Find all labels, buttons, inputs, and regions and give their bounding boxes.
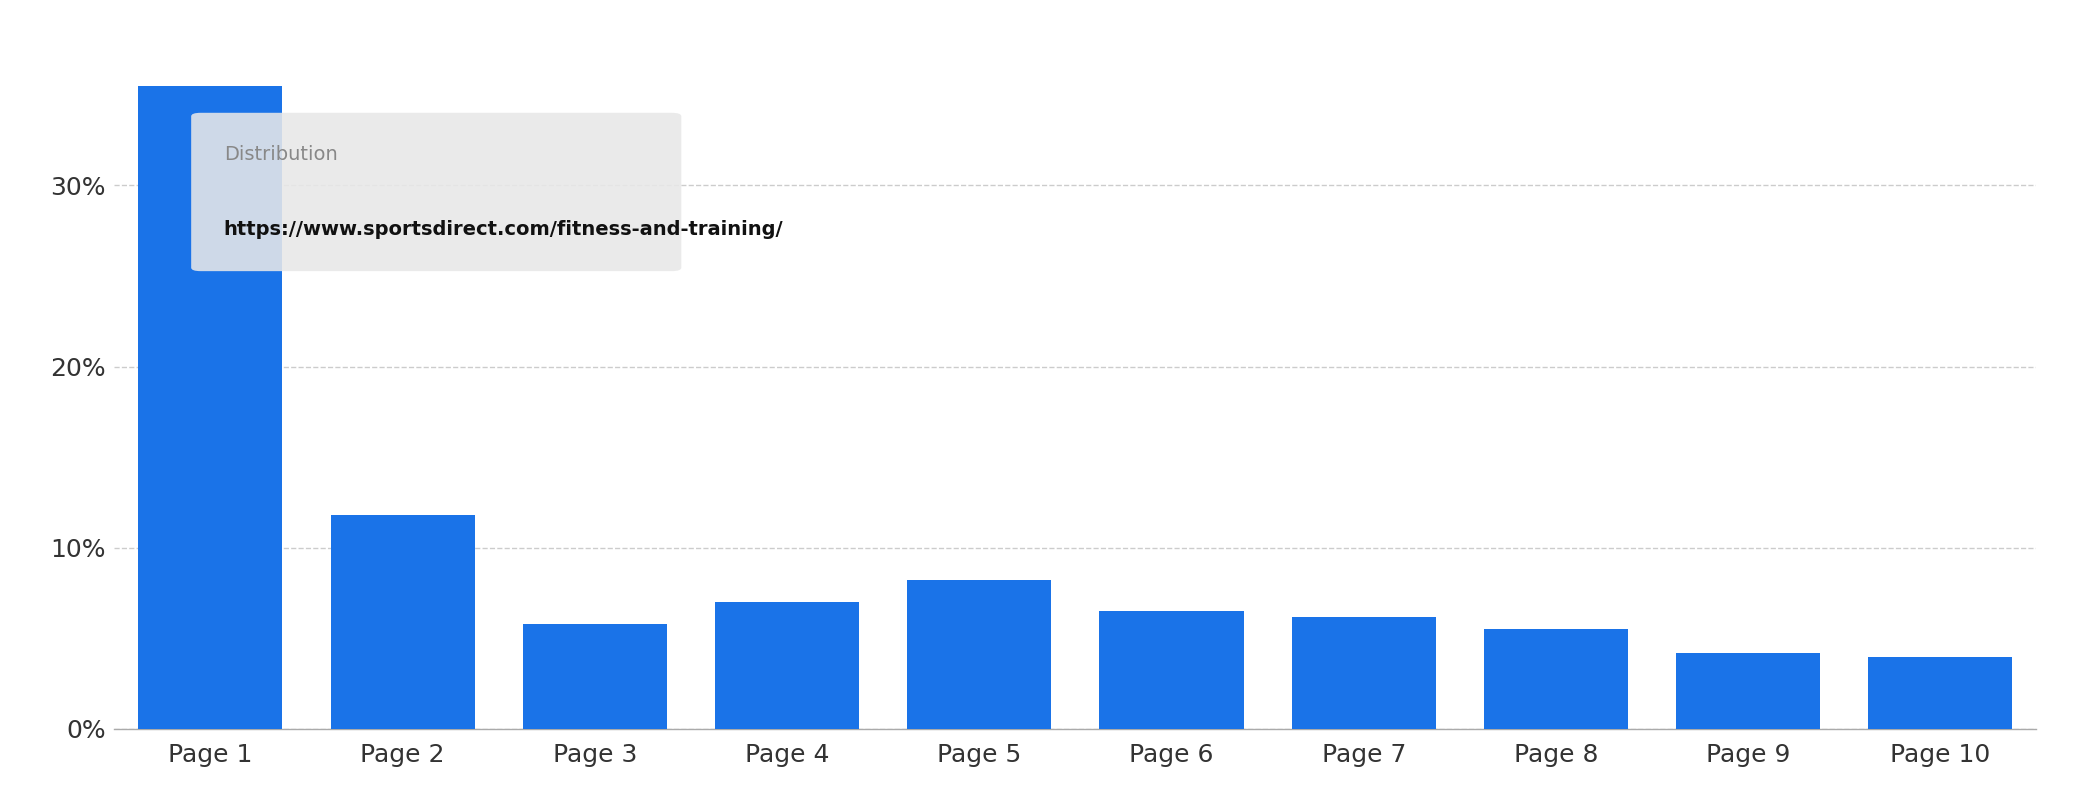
Bar xyxy=(1868,657,2012,729)
Text: Distribution: Distribution xyxy=(224,145,337,164)
Bar xyxy=(908,581,1051,729)
FancyBboxPatch shape xyxy=(191,113,682,271)
Bar xyxy=(524,624,667,729)
Bar xyxy=(1677,653,1820,729)
Bar xyxy=(715,602,858,729)
Bar xyxy=(1293,616,1436,729)
Bar xyxy=(139,86,283,729)
Bar xyxy=(1099,612,1243,729)
Text: https://www.sportsdirect.com/fitness-and-training/: https://www.sportsdirect.com/fitness-and… xyxy=(224,220,783,239)
Bar xyxy=(1484,629,1627,729)
Bar xyxy=(330,515,474,729)
